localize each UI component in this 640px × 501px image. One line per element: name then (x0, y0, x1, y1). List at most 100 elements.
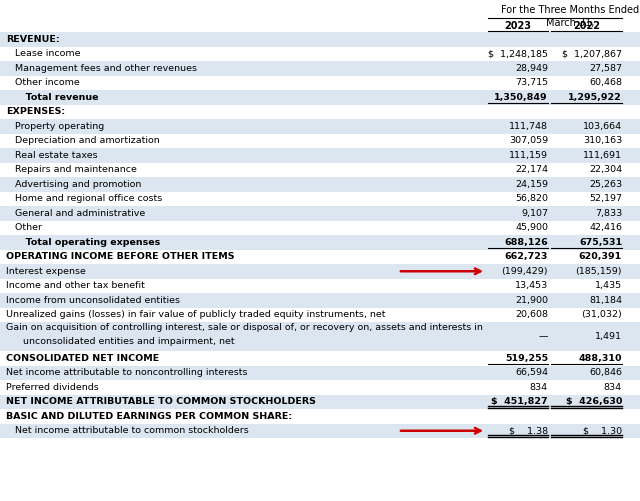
Text: Other income: Other income (6, 78, 80, 87)
Text: 111,691: 111,691 (583, 151, 622, 160)
FancyBboxPatch shape (0, 76, 640, 90)
Text: (31,032): (31,032) (581, 310, 622, 319)
FancyBboxPatch shape (0, 47, 640, 61)
FancyBboxPatch shape (0, 249, 640, 264)
Text: $  1,207,867: $ 1,207,867 (562, 49, 622, 58)
Text: 21,900: 21,900 (515, 296, 548, 305)
FancyBboxPatch shape (0, 61, 640, 76)
FancyBboxPatch shape (0, 105, 640, 119)
Text: Total operating expenses: Total operating expenses (6, 238, 160, 247)
Text: Repairs and maintenance: Repairs and maintenance (6, 165, 137, 174)
FancyBboxPatch shape (0, 351, 640, 366)
Text: BASIC AND DILUTED EARNINGS PER COMMON SHARE:: BASIC AND DILUTED EARNINGS PER COMMON SH… (6, 412, 292, 421)
Text: 1,491: 1,491 (595, 332, 622, 341)
Text: 519,255: 519,255 (505, 354, 548, 363)
FancyBboxPatch shape (0, 279, 640, 293)
Text: 52,197: 52,197 (589, 194, 622, 203)
FancyBboxPatch shape (0, 90, 640, 105)
Text: 688,126: 688,126 (504, 238, 548, 247)
Text: —: — (538, 332, 548, 341)
Text: unconsolidated entities and impairment, net: unconsolidated entities and impairment, … (14, 337, 235, 346)
FancyBboxPatch shape (0, 293, 640, 308)
Text: $  1,248,185: $ 1,248,185 (488, 49, 548, 58)
Text: Net income attributable to common stockholders: Net income attributable to common stockh… (6, 426, 249, 435)
Text: Gain on acquisition of controlling interest, sale or disposal of, or recovery on: Gain on acquisition of controlling inter… (6, 323, 483, 332)
Text: 488,310: 488,310 (579, 354, 622, 363)
FancyBboxPatch shape (0, 177, 640, 191)
Text: 56,820: 56,820 (515, 194, 548, 203)
Text: 7,833: 7,833 (595, 209, 622, 218)
Text: 22,174: 22,174 (515, 165, 548, 174)
Text: 111,159: 111,159 (509, 151, 548, 160)
Text: Preferred dividends: Preferred dividends (6, 383, 99, 392)
FancyBboxPatch shape (0, 409, 640, 423)
Text: 103,664: 103,664 (583, 122, 622, 131)
FancyBboxPatch shape (0, 264, 640, 279)
Text: Advertising and promotion: Advertising and promotion (6, 180, 141, 189)
FancyBboxPatch shape (0, 380, 640, 394)
Text: 834: 834 (530, 383, 548, 392)
Text: Lease income: Lease income (6, 49, 81, 58)
Text: $  426,630: $ 426,630 (566, 397, 622, 406)
Text: $    1.38: $ 1.38 (509, 426, 548, 435)
Text: (199,429): (199,429) (502, 267, 548, 276)
Text: 834: 834 (604, 383, 622, 392)
Text: $    1.30: $ 1.30 (583, 426, 622, 435)
Text: 111,748: 111,748 (509, 122, 548, 131)
Text: 1,435: 1,435 (595, 281, 622, 290)
FancyBboxPatch shape (0, 235, 640, 249)
Text: Net income attributable to noncontrolling interests: Net income attributable to noncontrollin… (6, 368, 248, 377)
FancyBboxPatch shape (0, 119, 640, 133)
Text: 620,391: 620,391 (579, 252, 622, 261)
Text: 60,468: 60,468 (589, 78, 622, 87)
FancyBboxPatch shape (0, 394, 640, 409)
FancyBboxPatch shape (0, 308, 640, 322)
Text: 675,531: 675,531 (579, 238, 622, 247)
Text: 2022: 2022 (573, 21, 600, 31)
Text: 20,608: 20,608 (515, 310, 548, 319)
Text: 13,453: 13,453 (515, 281, 548, 290)
Text: 28,949: 28,949 (515, 64, 548, 73)
FancyBboxPatch shape (0, 322, 640, 351)
Text: Income and other tax benefit: Income and other tax benefit (6, 281, 145, 290)
Text: 1,350,849: 1,350,849 (494, 93, 548, 102)
Text: 27,587: 27,587 (589, 64, 622, 73)
Text: EXPENSES:: EXPENSES: (6, 107, 65, 116)
Text: NET INCOME ATTRIBUTABLE TO COMMON STOCKHOLDERS: NET INCOME ATTRIBUTABLE TO COMMON STOCKH… (6, 397, 316, 406)
FancyBboxPatch shape (0, 148, 640, 162)
Text: Total revenue: Total revenue (6, 93, 99, 102)
Text: 81,184: 81,184 (589, 296, 622, 305)
Text: 1,295,922: 1,295,922 (568, 93, 622, 102)
FancyBboxPatch shape (0, 133, 640, 148)
Text: For the Three Months Ended
March 31,: For the Three Months Ended March 31, (501, 5, 639, 28)
Text: Real estate taxes: Real estate taxes (6, 151, 98, 160)
FancyBboxPatch shape (0, 162, 640, 177)
Text: REVENUE:: REVENUE: (6, 35, 60, 44)
Text: 45,900: 45,900 (515, 223, 548, 232)
Text: 25,263: 25,263 (589, 180, 622, 189)
FancyBboxPatch shape (0, 423, 640, 438)
Text: 22,304: 22,304 (589, 165, 622, 174)
Text: OPERATING INCOME BEFORE OTHER ITEMS: OPERATING INCOME BEFORE OTHER ITEMS (6, 252, 234, 261)
Text: Property operating: Property operating (6, 122, 104, 131)
FancyBboxPatch shape (0, 220, 640, 235)
Text: Interest expense: Interest expense (6, 267, 86, 276)
Text: 307,059: 307,059 (509, 136, 548, 145)
Text: Home and regional office costs: Home and regional office costs (6, 194, 163, 203)
Text: 73,715: 73,715 (515, 78, 548, 87)
Text: 24,159: 24,159 (515, 180, 548, 189)
FancyBboxPatch shape (0, 2, 640, 32)
Text: Other: Other (6, 223, 42, 232)
FancyBboxPatch shape (0, 366, 640, 380)
FancyBboxPatch shape (0, 191, 640, 206)
Text: Management fees and other revenues: Management fees and other revenues (6, 64, 197, 73)
Text: 662,723: 662,723 (504, 252, 548, 261)
Text: 60,846: 60,846 (589, 368, 622, 377)
Text: 42,416: 42,416 (589, 223, 622, 232)
Text: CONSOLIDATED NET INCOME: CONSOLIDATED NET INCOME (6, 354, 159, 363)
Text: Income from unconsolidated entities: Income from unconsolidated entities (6, 296, 180, 305)
Text: 310,163: 310,163 (583, 136, 622, 145)
Text: (185,159): (185,159) (575, 267, 622, 276)
FancyBboxPatch shape (0, 206, 640, 220)
FancyBboxPatch shape (0, 32, 640, 47)
